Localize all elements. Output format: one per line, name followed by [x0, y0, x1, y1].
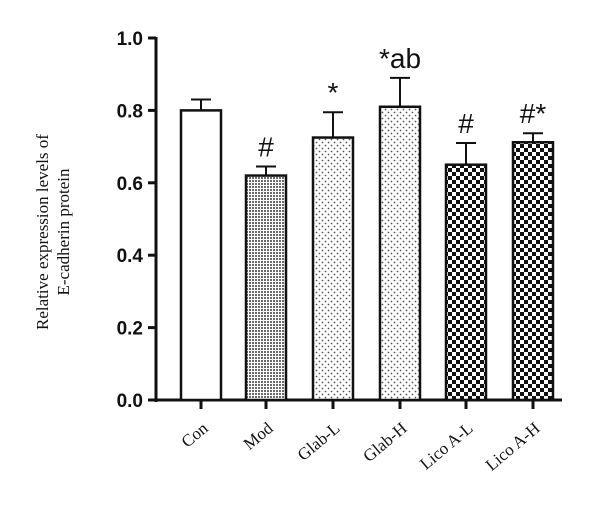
- y-tick-label: 0.4: [117, 246, 144, 267]
- significance-label: *ab: [379, 43, 421, 74]
- bar: [511, 141, 555, 402]
- significance-label: #*: [520, 98, 547, 129]
- significance-label: *: [328, 77, 339, 108]
- y-tick-label: 0.8: [117, 101, 143, 122]
- bar: [378, 105, 422, 402]
- category-label: Lico A-H: [482, 419, 544, 475]
- bar: [244, 174, 288, 402]
- significance-marks: #**ab# #*: [258, 43, 546, 163]
- bar: [311, 136, 355, 402]
- error-bars: [191, 76, 543, 176]
- category-labels: Con Mod Glab-L Glab-H Lico A-L Lico A-H: [178, 418, 544, 474]
- category-label: Glab-H: [359, 419, 410, 466]
- category-label: Con: [178, 418, 212, 451]
- bar: [179, 109, 223, 402]
- category-label: Mod: [240, 418, 277, 454]
- y-axis-title-line-2: E-cadherin protein: [54, 168, 73, 295]
- y-tick-label: 0.2: [117, 319, 143, 340]
- bar: [444, 163, 488, 402]
- axes: 0.0 0.2 0.4 0.6 0.8 1.0: [117, 29, 562, 412]
- y-axis-title-line-1: Relative expression levels of: [33, 134, 52, 330]
- significance-label: #: [258, 132, 274, 163]
- y-tick-label: 1.0: [117, 29, 143, 50]
- y-axis-title: Relative expression levels of E-cadherin…: [33, 134, 73, 330]
- bars: [179, 105, 555, 402]
- y-tick-label: 0.0: [117, 391, 143, 412]
- significance-label: #: [458, 108, 474, 139]
- y-tick-label: 0.6: [117, 174, 143, 195]
- category-label: Glab-L: [294, 419, 344, 465]
- category-label: Lico A-L: [416, 419, 476, 474]
